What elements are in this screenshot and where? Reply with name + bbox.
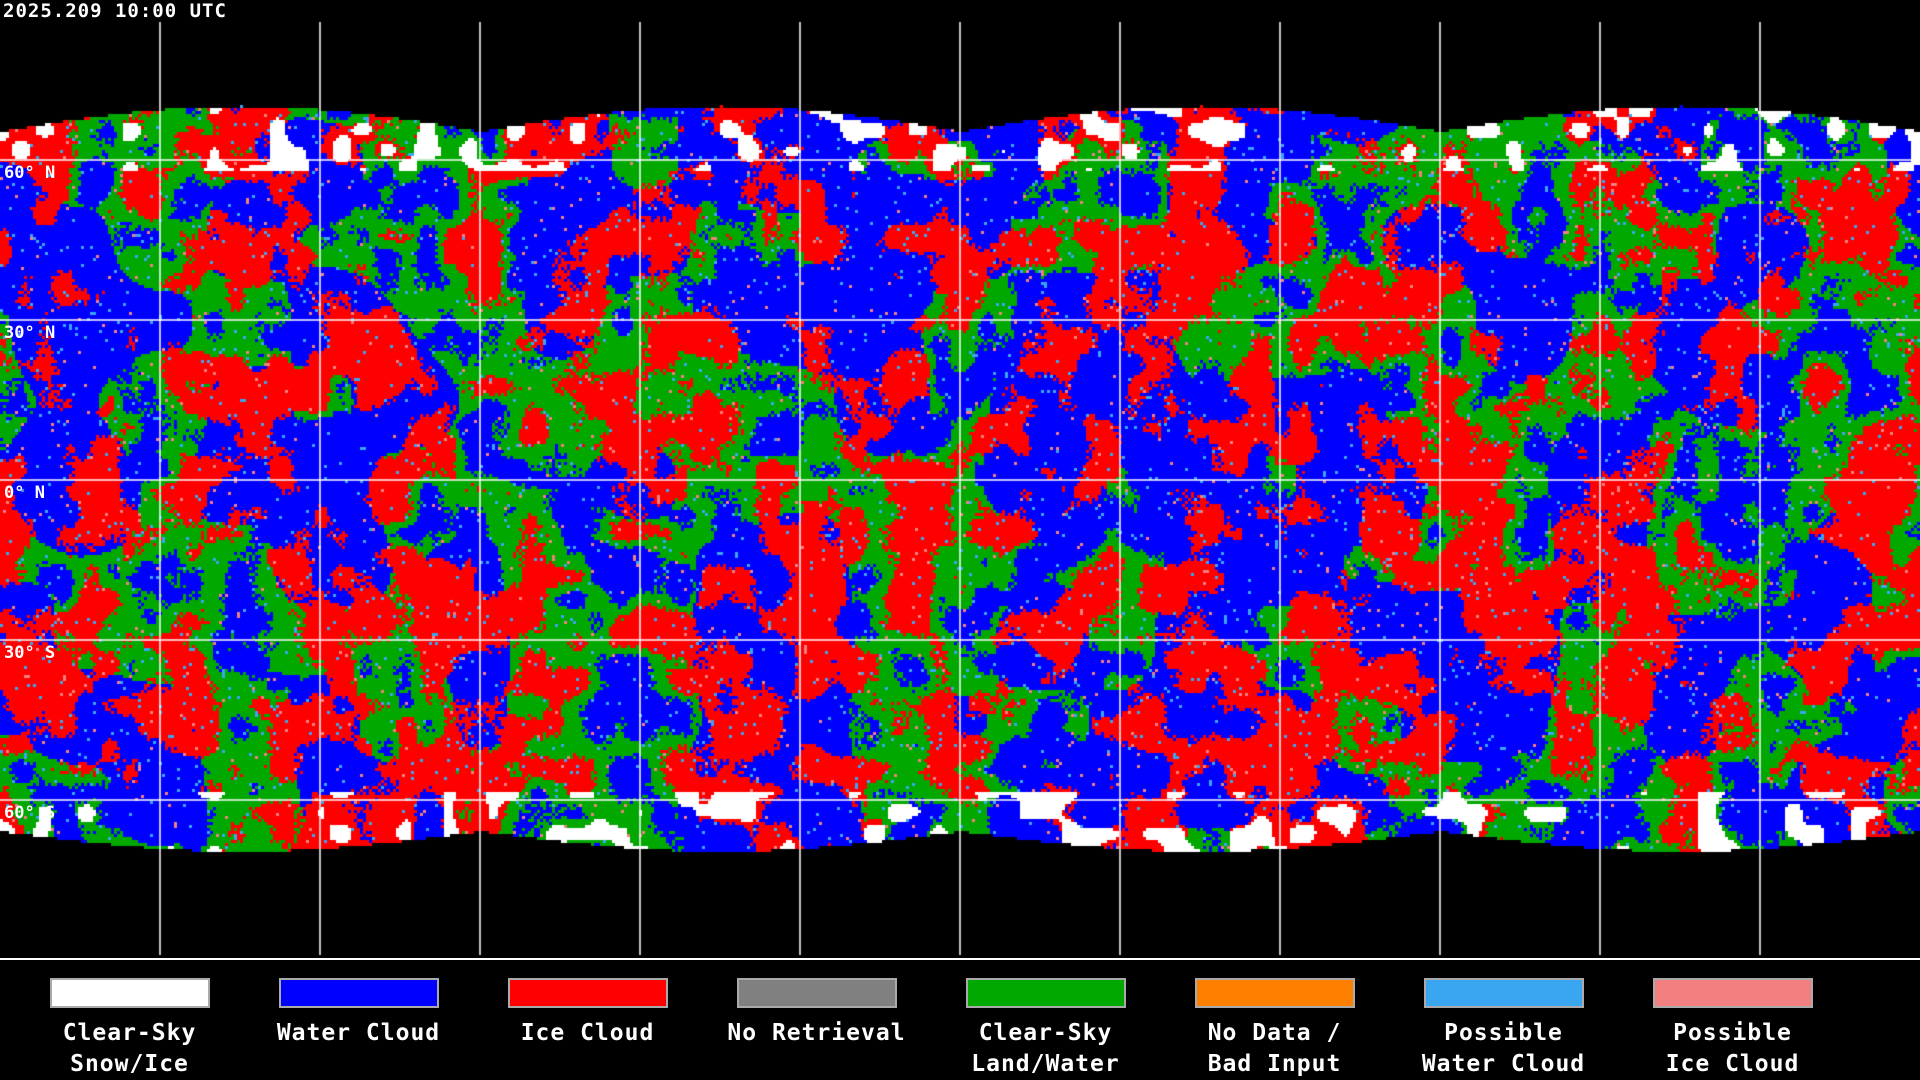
legend-label: Ice Cloud (1665, 1051, 1800, 1077)
legend-label: Possible (1673, 1020, 1792, 1046)
timestamp-title: 2025.209 10:00 UTC (3, 0, 227, 22)
legend-label: Bad Input (1207, 1051, 1342, 1077)
legend-item-no-data-bad-input: No Data / Bad Input (1160, 978, 1389, 1080)
lat-label-0n: 0° N (4, 483, 45, 503)
legend-label: Land/Water (971, 1051, 1120, 1077)
cloud-phase-map (0, 0, 1920, 960)
lat-label-60n: 60° N (4, 163, 56, 183)
legend-swatch (965, 978, 1126, 1008)
legend-label: Ice Cloud (520, 1020, 655, 1046)
lat-label-30s: 30° S (4, 643, 56, 663)
legend-item-no-retrieval: No Retrieval (702, 978, 931, 1049)
legend-label: Snow/Ice (70, 1051, 189, 1077)
legend-swatch (1423, 978, 1584, 1008)
legend-label: No Retrieval (727, 1020, 906, 1046)
legend-label: Clear-Sky (62, 1020, 197, 1046)
legend-swatch (507, 978, 668, 1008)
legend-swatch (49, 978, 210, 1008)
lat-label-60s: 60° S (4, 803, 56, 823)
legend-item-water-cloud: Water Cloud (244, 978, 473, 1049)
legend: Clear-Sky Snow/Ice Water Cloud Ice Cloud … (0, 960, 1920, 1080)
legend-divider (0, 958, 1920, 960)
legend-item-possible-water-cloud: Possible Water Cloud (1389, 978, 1618, 1080)
legend-swatch (1194, 978, 1355, 1008)
legend-label: Water Cloud (276, 1020, 441, 1046)
legend-swatch (736, 978, 897, 1008)
legend-item-possible-ice-cloud: Possible Ice Cloud (1618, 978, 1847, 1080)
legend-label: No Data / (1207, 1020, 1342, 1046)
legend-label: Water Cloud (1421, 1051, 1586, 1077)
legend-label: Possible (1444, 1020, 1563, 1046)
legend-item-ice-cloud: Ice Cloud (473, 978, 702, 1049)
lat-label-30n: 30° N (4, 323, 56, 343)
legend-swatch (1652, 978, 1813, 1008)
legend-swatch (278, 978, 439, 1008)
legend-item-clear-sky-land-water: Clear-Sky Land/Water (931, 978, 1160, 1080)
legend-item-clear-sky-snow-ice: Clear-Sky Snow/Ice (15, 978, 244, 1080)
legend-label: Clear-Sky (978, 1020, 1113, 1046)
